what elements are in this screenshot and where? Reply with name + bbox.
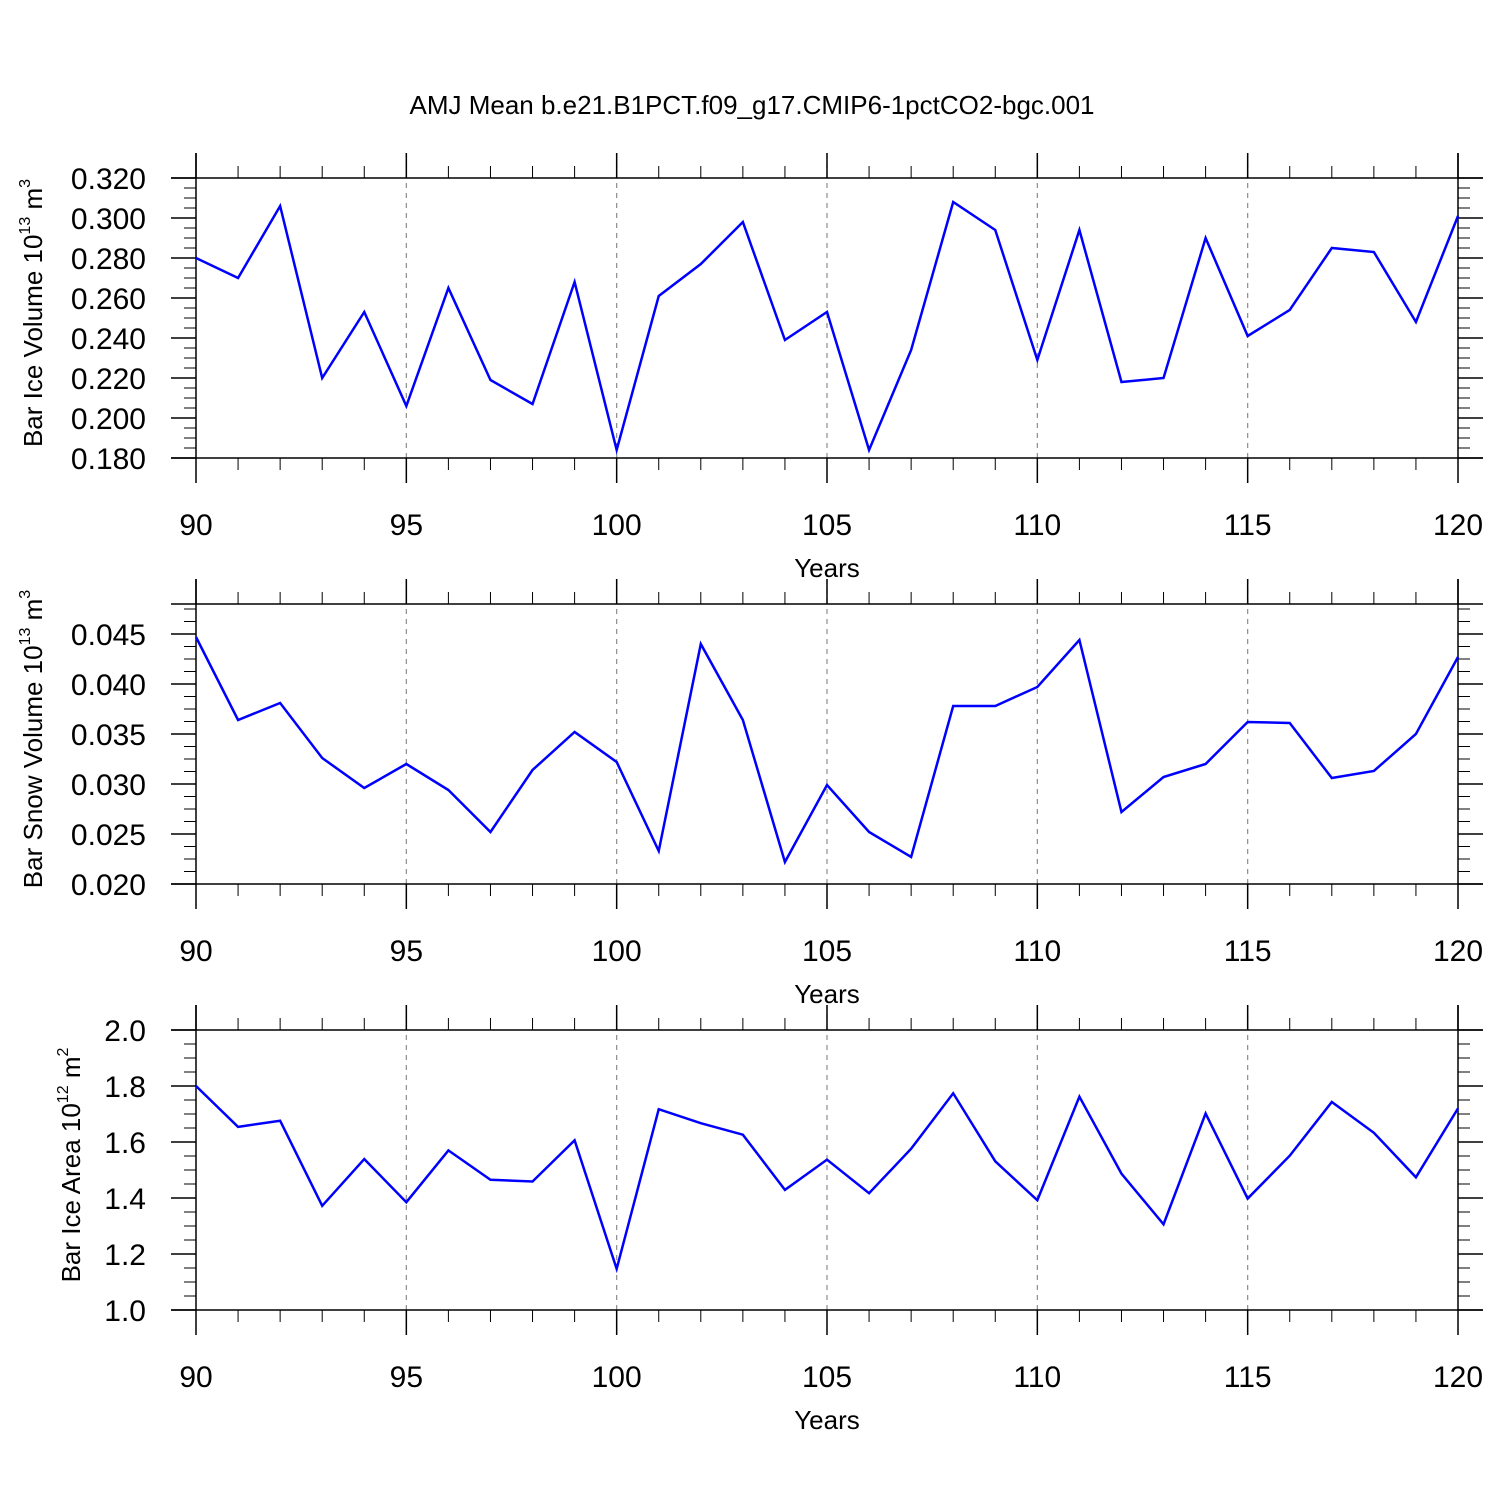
x-tick-label: 95 (390, 509, 423, 542)
y-tick-label: 0.025 (71, 819, 146, 852)
x-axis-title: Years (794, 553, 860, 583)
y-tick-label: 0.200 (71, 403, 146, 436)
x-tick-label: 105 (802, 935, 852, 968)
x-tick-label: 110 (1013, 1361, 1061, 1394)
y-axis-title: Bar Ice Volume 1013 m3 (17, 179, 48, 447)
x-tick-label: 105 (802, 509, 852, 542)
y-tick-label: 0.040 (71, 669, 146, 702)
x-tick-label: 90 (179, 509, 212, 542)
y-tick-label: 0.045 (71, 619, 146, 652)
y-tick-label: 0.260 (71, 283, 146, 316)
panel-1: 0.180 0.200 0.220 0.240 0.260 0.280 0.300 0.320… (17, 153, 1483, 583)
y-tick-label: 0.030 (71, 769, 146, 802)
y-tick-label: 0.035 (71, 719, 146, 752)
x-tick-label: 110 (1013, 509, 1061, 542)
x-tick-label: 120 (1433, 1361, 1483, 1394)
y-tick-label: 1.0 (104, 1295, 146, 1328)
y-tick-label: 0.020 (71, 869, 146, 902)
panel-3: 1.0 1.2 1.4 1.6 1.8 2.0 90 95 100 105 110 115 120 Yea… (55, 1005, 1483, 1435)
panel-2: 0.020 0.025 0.030 0.035 0.040 0.045 90 95 100 105… (17, 579, 1483, 1009)
x-tick-label: 95 (390, 935, 423, 968)
x-tick-label: 120 (1433, 509, 1483, 542)
x-tick-label: 115 (1224, 935, 1272, 968)
y-tick-label: 1.8 (104, 1071, 146, 1104)
y-tick-label: 2.0 (104, 1015, 146, 1048)
x-tick-label: 100 (592, 935, 642, 968)
chart-title: AMJ Mean b.e21.B1PCT.f09_g17.CMIP6-1pctC… (409, 90, 1094, 120)
y-tick-label: 0.220 (71, 363, 146, 396)
y-axis-title: Bar Ice Area 1012 m2 (55, 1047, 86, 1282)
x-tick-label: 90 (179, 1361, 212, 1394)
y-axis-title: Bar Snow Volume 1013 m3 (17, 590, 48, 889)
x-tick-label: 105 (802, 1361, 852, 1394)
x-tick-label: 115 (1224, 1361, 1272, 1394)
x-tick-label: 100 (592, 1361, 642, 1394)
x-tick-label: 90 (179, 935, 212, 968)
x-tick-label: 95 (390, 1361, 423, 1394)
y-tick-label: 1.4 (104, 1183, 146, 1216)
x-tick-label: 110 (1013, 935, 1061, 968)
x-tick-label: 100 (592, 509, 642, 542)
y-tick-label: 1.6 (104, 1127, 146, 1160)
y-tick-label: 0.180 (71, 443, 146, 476)
x-tick-label: 115 (1224, 509, 1272, 542)
x-tick-label: 120 (1433, 935, 1483, 968)
y-tick-label: 0.320 (71, 163, 146, 196)
y-tick-label: 0.300 (71, 203, 146, 236)
y-tick-label: 1.2 (104, 1239, 146, 1272)
x-axis-title: Years (794, 1405, 860, 1435)
y-tick-label: 0.280 (71, 243, 146, 276)
x-axis-title: Years (794, 979, 860, 1009)
y-tick-label: 0.240 (71, 323, 146, 356)
